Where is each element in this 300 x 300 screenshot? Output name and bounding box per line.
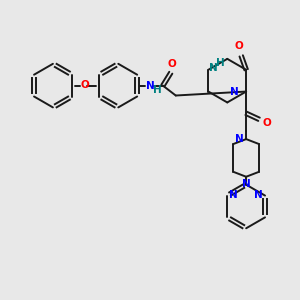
Text: O: O [262, 118, 271, 128]
Text: N: N [229, 190, 238, 200]
Text: O: O [235, 41, 244, 51]
Text: O: O [81, 80, 89, 90]
Text: H: H [216, 58, 225, 68]
Text: N: N [146, 81, 155, 91]
Text: N: N [254, 190, 263, 200]
Text: N: N [209, 63, 218, 73]
Text: H: H [153, 85, 162, 94]
Text: N: N [236, 134, 244, 144]
Text: N: N [230, 86, 239, 97]
Text: O: O [167, 59, 176, 69]
Text: N: N [242, 179, 250, 189]
